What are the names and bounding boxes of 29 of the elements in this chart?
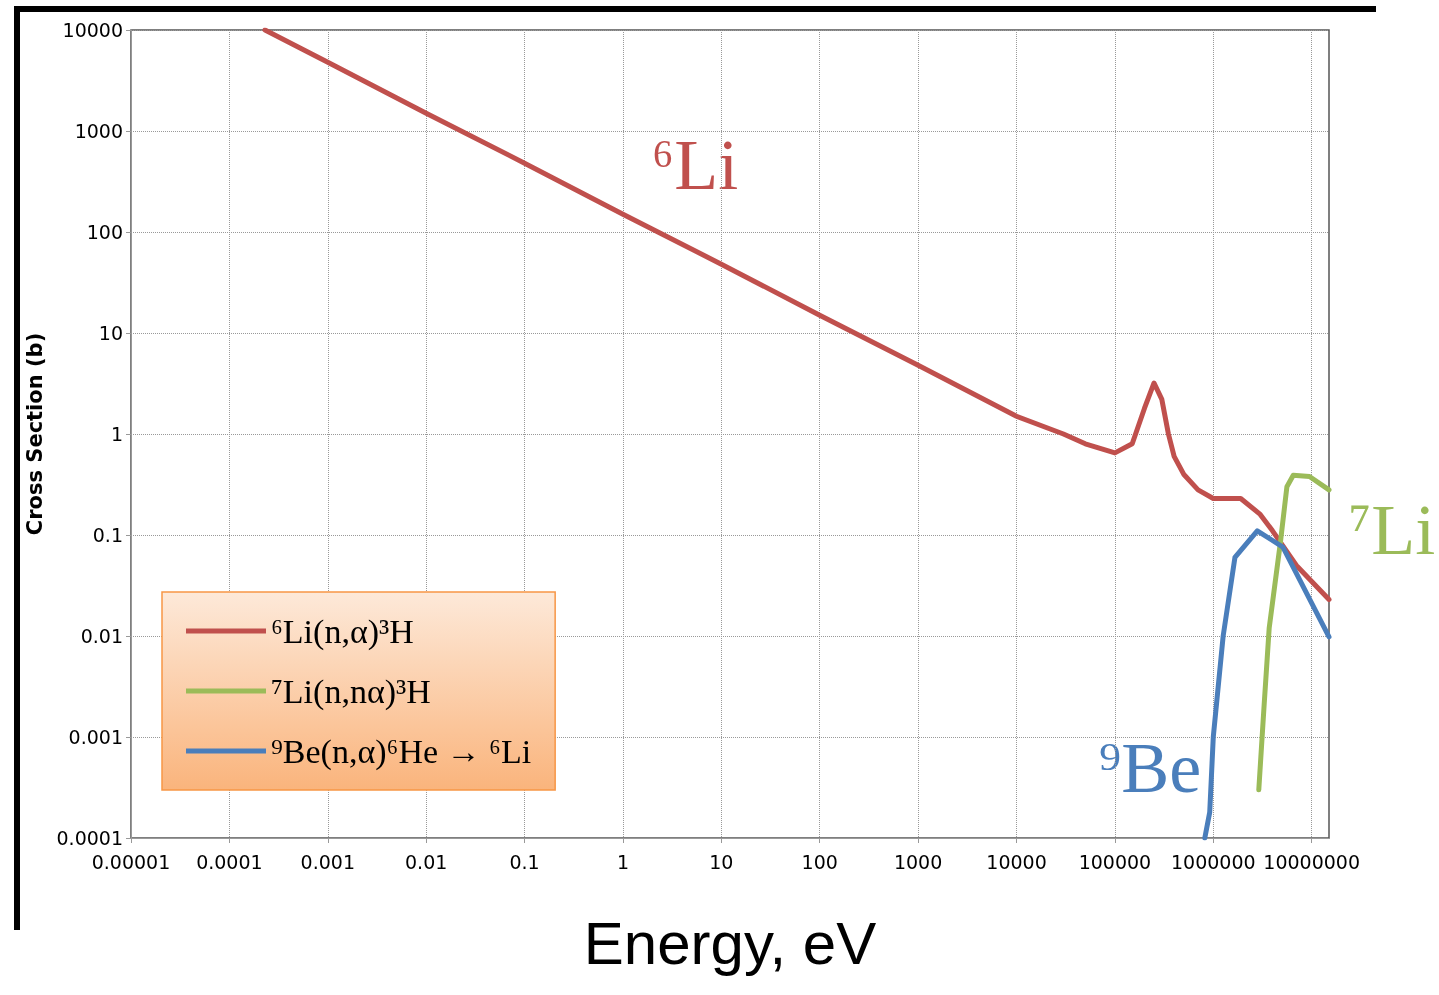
y-tick-label: 10	[98, 322, 123, 344]
legend-label: ⁷Li(n,nα)³H	[271, 672, 431, 711]
x-tick-label: 100000	[1078, 850, 1152, 873]
x-tick-label: 10000000	[1263, 850, 1361, 873]
y-tick-label: 10000	[62, 19, 123, 41]
x-tick-label: 0.001	[300, 850, 355, 873]
x-tick-label: 0.1	[509, 850, 540, 873]
y-tick-label: 1000	[74, 120, 123, 142]
text: ⁷Li	[1348, 490, 1436, 570]
x-axis-title: Energy, eV	[583, 909, 877, 977]
y-tick-label: 0.0001	[56, 827, 123, 849]
x-tick-label: 10	[709, 850, 734, 873]
x-tick-label: 0.0001	[196, 850, 263, 873]
y-tick-label: 0.1	[92, 524, 123, 546]
y-tick-label: 1	[110, 423, 123, 445]
legend-label: ⁹Be(n,α)⁶He → ⁶Li	[271, 732, 532, 771]
x-tick-label: 1	[616, 850, 629, 873]
legend-label: ⁶Li(n,α)³H	[271, 612, 414, 651]
x-tick-label: 1000	[893, 850, 943, 873]
x-tick-label: 100	[801, 850, 838, 873]
x-tick-label: 0.00001	[91, 850, 171, 873]
y-tick-label: 0.01	[80, 625, 123, 647]
y-tick-label: 0.001	[68, 726, 123, 748]
y-axis-title: Cross Section (b)	[23, 332, 48, 536]
y-tick-label: 100	[86, 221, 123, 243]
x-tick-label: 0.01	[405, 850, 448, 873]
annotation: ⁶Li	[651, 125, 739, 205]
x-tick-label: 1000000	[1170, 850, 1256, 873]
x-tick-label: 10000	[986, 850, 1047, 873]
